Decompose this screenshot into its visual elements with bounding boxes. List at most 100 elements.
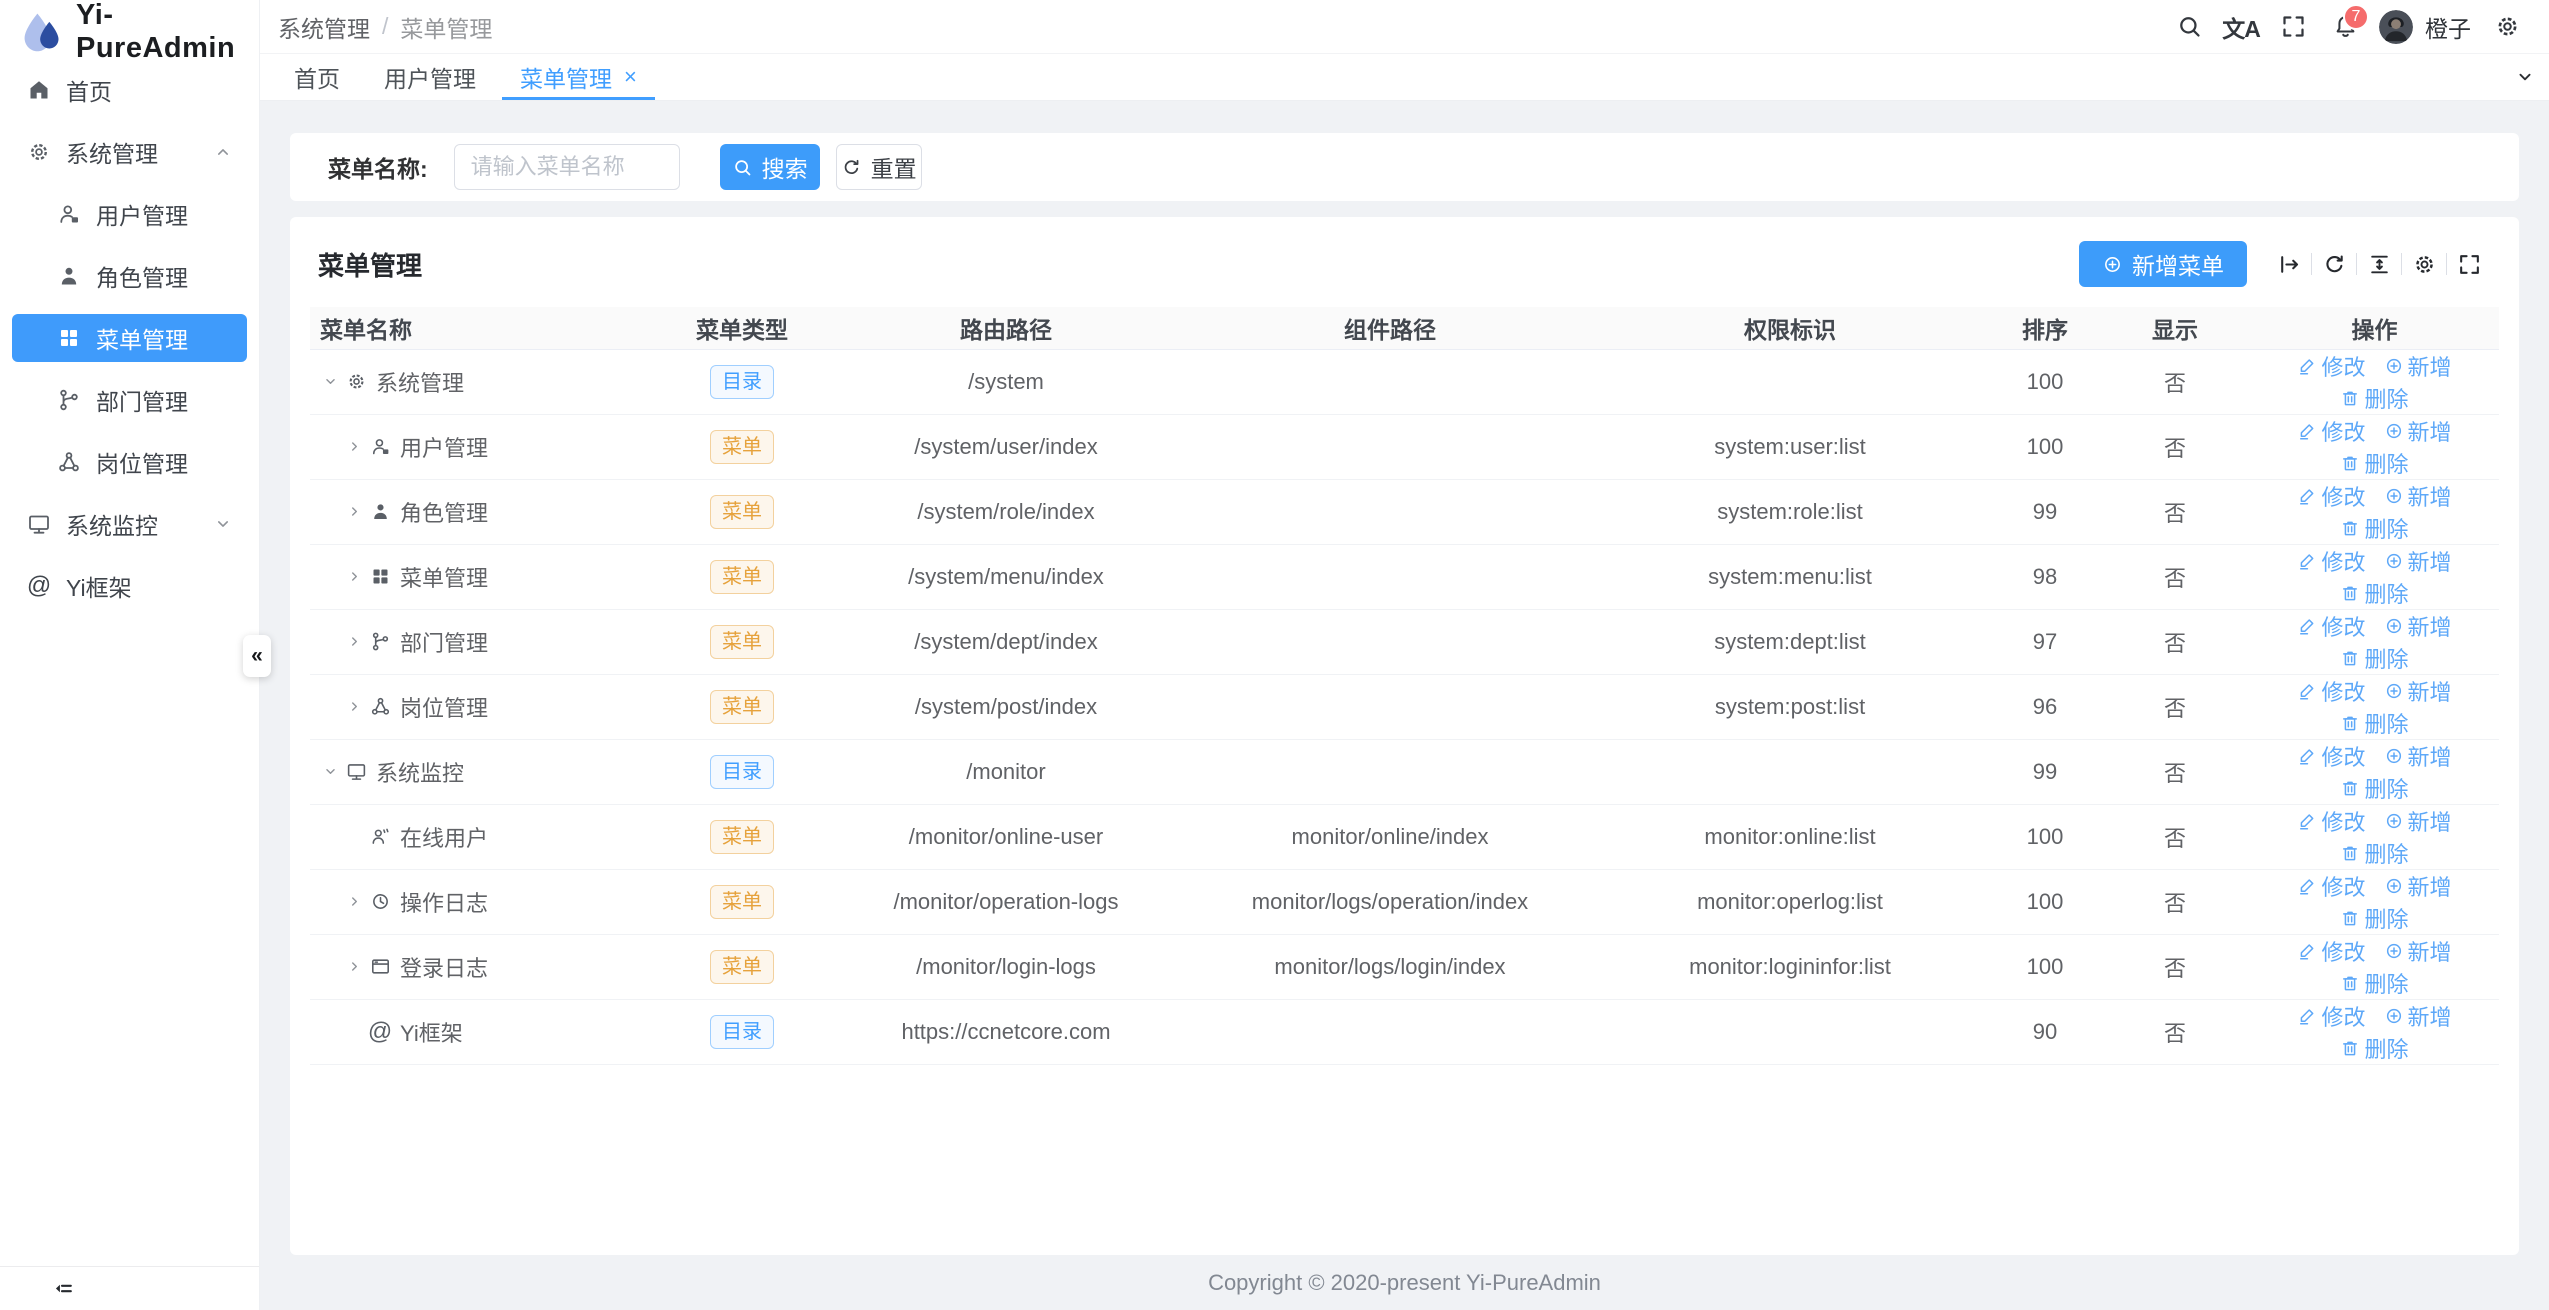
action-edit-link[interactable]: 修改: [2321, 809, 2366, 835]
sidebar-item-menu[interactable]: 菜单管理: [12, 314, 247, 362]
action-plus-circle-link[interactable]: 新增: [2407, 354, 2452, 380]
sidebar-collapse-button[interactable]: «: [243, 635, 271, 677]
menu-type-tag: 目录: [710, 1014, 774, 1049]
action-edit-link[interactable]: 修改: [2321, 614, 2366, 640]
search-icon[interactable]: [2163, 0, 2215, 54]
action-plus-circle-link[interactable]: 新增: [2407, 874, 2452, 900]
refresh-icon[interactable]: [2312, 252, 2356, 277]
action-trash-link[interactable]: 删除: [2364, 451, 2409, 477]
action-trash-link[interactable]: 删除: [2364, 1036, 2409, 1062]
chevron-right-icon[interactable]: [342, 955, 366, 979]
column-header: 排序: [1990, 307, 2100, 350]
menu-type-tag: 菜单: [710, 494, 774, 529]
tab-label: 菜单管理: [520, 66, 612, 92]
notification-bell-icon[interactable]: 7: [2319, 0, 2371, 54]
translate-icon[interactable]: 文A: [2222, 15, 2261, 42]
chevron-right-icon[interactable]: [342, 500, 366, 524]
tab-options-chevron-down-icon[interactable]: [2501, 54, 2549, 100]
at-icon: @: [367, 1017, 393, 1045]
sidebar-item-dept[interactable]: 部门管理: [12, 376, 247, 424]
menu-fold-icon[interactable]: [50, 1276, 75, 1301]
action-trash-link[interactable]: 删除: [2364, 581, 2409, 607]
panel-toolbar: 新增菜单: [2079, 241, 2491, 287]
action-trash-link[interactable]: 删除: [2364, 906, 2409, 932]
action-plus-circle-link[interactable]: 新增: [2407, 484, 2452, 510]
action-edit-link[interactable]: 修改: [2321, 419, 2366, 445]
user-menu[interactable]: 橙子: [2379, 10, 2471, 44]
action-edit-link[interactable]: 修改: [2321, 354, 2366, 380]
app-logo[interactable]: Yi-PureAdmin: [0, 0, 259, 64]
route-path: /system/user/index: [822, 414, 1190, 480]
action-plus-circle-link[interactable]: 新增: [2407, 549, 2452, 575]
toolbar-divider: [2446, 253, 2447, 275]
sort-value: 100: [1990, 934, 2100, 1000]
chevron-right-icon[interactable]: [342, 565, 366, 589]
row-actions: 修改 新增删除: [2250, 934, 2499, 1000]
permission-key: monitor:operlog:list: [1590, 869, 1990, 935]
action-edit-link[interactable]: 修改: [2321, 549, 2366, 575]
action-plus-circle-link[interactable]: 新增: [2407, 939, 2452, 965]
sidebar-item-system[interactable]: 系统管理: [12, 128, 247, 176]
fullscreen-icon[interactable]: [2447, 252, 2491, 277]
action-trash-link[interactable]: 删除: [2364, 386, 2409, 412]
table-row: 角色管理 菜单 /system/role/index system:role:l…: [310, 479, 2499, 545]
sidebar-item-yi[interactable]: @ Yi框架: [12, 562, 247, 610]
fullscreen-icon[interactable]: [2267, 0, 2319, 54]
action-plus-circle-link[interactable]: 新增: [2407, 809, 2452, 835]
action-trash-link[interactable]: 删除: [2364, 971, 2409, 997]
search-button[interactable]: 搜索: [719, 144, 820, 190]
tab-用户管理[interactable]: 用户管理: [366, 54, 494, 100]
chevron-down-icon[interactable]: [318, 370, 342, 394]
permission-key: [1590, 999, 1990, 1065]
table-row: 操作日志 菜单 /monitor/operation-logs monitor/…: [310, 869, 2499, 935]
sidebar-item-post[interactable]: 岗位管理: [12, 438, 247, 486]
chevron-right-icon[interactable]: [342, 890, 366, 914]
expand-icon[interactable]: [2267, 252, 2311, 277]
action-edit-link[interactable]: 修改: [2321, 1004, 2366, 1030]
chevron-down-icon[interactable]: [318, 760, 342, 784]
row-actions: 修改 新增删除: [2250, 479, 2499, 545]
route-path: /system/role/index: [822, 479, 1190, 545]
chevron-right-icon[interactable]: [342, 695, 366, 719]
action-plus-circle-link[interactable]: 新增: [2407, 744, 2452, 770]
reset-button[interactable]: 重置: [835, 144, 922, 190]
tab-菜单管理[interactable]: 菜单管理 ×: [502, 54, 655, 100]
action-trash-link[interactable]: 删除: [2364, 776, 2409, 802]
route-path: /system: [822, 349, 1190, 415]
chevron-right-icon[interactable]: [342, 630, 366, 654]
action-edit-link[interactable]: 修改: [2321, 874, 2366, 900]
action-trash-link[interactable]: 删除: [2364, 516, 2409, 542]
tab-首页[interactable]: 首页: [276, 54, 358, 100]
sidebar-item-monitor[interactable]: 系统监控: [12, 500, 247, 548]
column-header: 菜单类型: [662, 307, 822, 350]
menu-name-input[interactable]: [453, 144, 680, 190]
action-edit-link[interactable]: 修改: [2321, 484, 2366, 510]
column-header: 菜单名称: [310, 307, 662, 350]
gear-icon[interactable]: [2402, 252, 2446, 277]
table-body: 系统管理 目录 /system 100 否 修改 新增 删除 用户管理 菜单 /sy…: [310, 349, 2499, 1065]
avatar: [2379, 10, 2413, 44]
action-plus-circle-link[interactable]: 新增: [2407, 614, 2452, 640]
action-trash-link[interactable]: 删除: [2364, 646, 2409, 672]
copyright: Copyright © 2020-present Yi-PureAdmin: [1208, 1269, 1601, 1295]
action-edit-link[interactable]: 修改: [2321, 939, 2366, 965]
component-path: monitor/online/index: [1190, 804, 1590, 870]
action-plus-circle-link[interactable]: 新增: [2407, 679, 2452, 705]
tab-label: 首页: [294, 66, 340, 92]
sidebar-item-user[interactable]: 用户管理: [12, 190, 247, 238]
action-plus-circle-link[interactable]: 新增: [2407, 1004, 2452, 1030]
row-actions: 修改 新增删除: [2250, 674, 2499, 740]
action-trash-link[interactable]: 删除: [2364, 841, 2409, 867]
action-edit-link[interactable]: 修改: [2321, 679, 2366, 705]
chevron-right-icon[interactable]: [342, 435, 366, 459]
sidebar-item-home[interactable]: 首页: [12, 66, 247, 114]
breadcrumb-item[interactable]: 系统管理: [278, 15, 370, 42]
sidebar-item-role[interactable]: 角色管理: [12, 252, 247, 300]
action-edit-link[interactable]: 修改: [2321, 744, 2366, 770]
tab-close-icon[interactable]: ×: [624, 64, 637, 89]
action-plus-circle-link[interactable]: 新增: [2407, 419, 2452, 445]
add-menu-button[interactable]: 新增菜单: [2079, 241, 2247, 287]
density-icon[interactable]: [2357, 252, 2401, 277]
action-trash-link[interactable]: 删除: [2364, 711, 2409, 737]
settings-gear-icon[interactable]: [2481, 0, 2533, 54]
